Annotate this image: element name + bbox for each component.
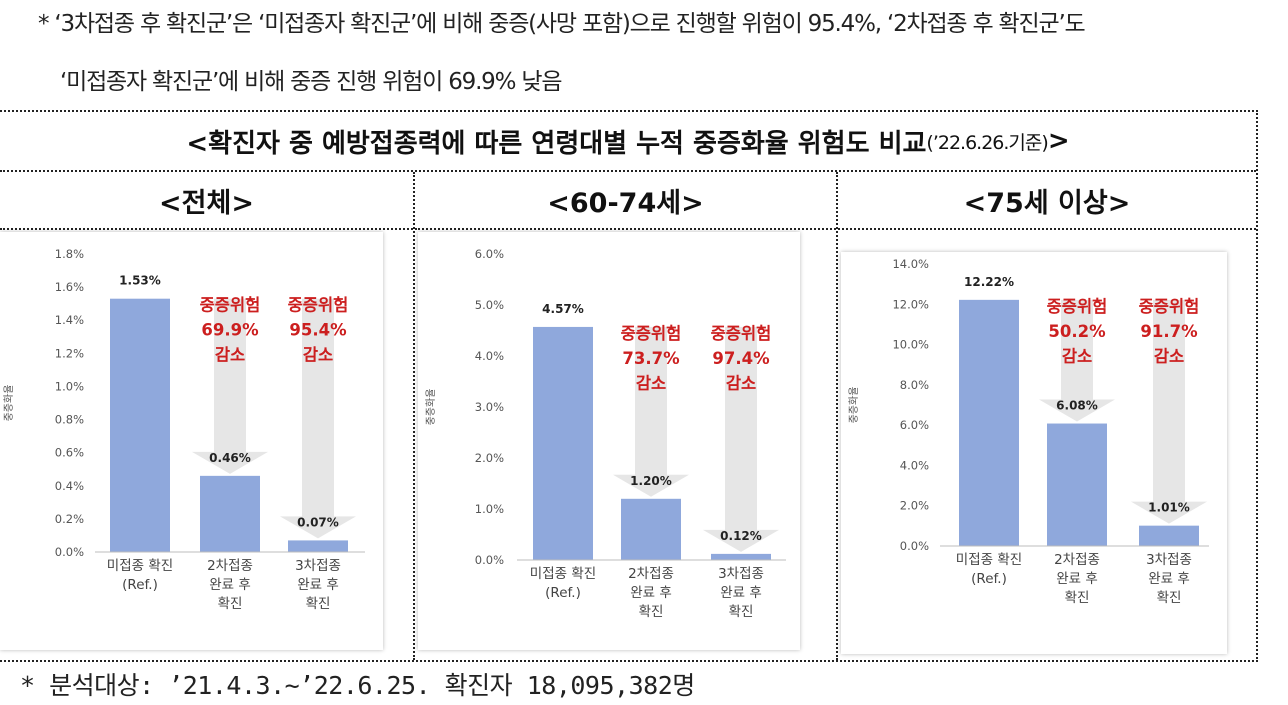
x-tick-label: 미접종 확진 (Ref.) <box>530 566 596 601</box>
y-tick-label: 2.0% <box>900 499 929 513</box>
y-tick-label: 6.0% <box>900 418 929 432</box>
chart-60-74: 0.0% 1.0% 2.0% 3.0% 4.0% 5.0% 6.0% 중증화율 4.57% 1.2… <box>418 232 800 650</box>
data-label: 0.12% <box>720 529 762 543</box>
y-tick-label: 1.0% <box>55 379 84 393</box>
figure-title-date: (’22.6.26.기준) <box>926 131 1048 154</box>
x-tick-label: 2차접종 완료 후 확진 <box>628 566 674 620</box>
y-tick-label: 2.0% <box>475 451 504 465</box>
y-tick-label: 1.8% <box>55 247 84 261</box>
y-axis-label: 중증화율 <box>425 389 437 426</box>
bar <box>110 298 170 552</box>
y-tick-label: 10.0% <box>892 338 929 352</box>
y-tick-label: 14.0% <box>892 257 929 271</box>
x-tick-label: 미접종 확진 (Ref.) <box>956 552 1022 587</box>
bar <box>1047 423 1107 546</box>
y-tick-label: 0.8% <box>55 413 84 427</box>
y-tick-label: 0.0% <box>55 545 84 559</box>
risk-annotation: 중증위험 69.9% 감소 <box>200 295 261 365</box>
y-axis-label: 중증화율 <box>3 385 15 422</box>
data-label: 1.20% <box>630 474 672 488</box>
risk-annotation: 중증위험 91.7% 감소 <box>1139 296 1200 366</box>
chart-75-plus: 0.0% 2.0% 4.0% 6.0% 8.0% 10.0% 12.0% 14.0% 중증화율 1… <box>841 252 1227 654</box>
x-tick-label: 미접종 확진 (Ref.) <box>107 558 173 593</box>
data-label: 6.08% <box>1056 399 1098 413</box>
x-tick-label: 2차접종 완료 후 확진 <box>207 558 253 612</box>
risk-annotation: 중증위험 73.7% 감소 <box>621 323 682 393</box>
risk-annotation: 중증위험 97.4% 감소 <box>711 323 772 393</box>
bar <box>533 326 593 560</box>
y-tick-label: 1.4% <box>55 313 84 327</box>
y-tick-label: 4.0% <box>900 458 929 472</box>
y-tick-label: 1.2% <box>55 346 84 360</box>
chart-total-svg: 0.0% 0.2% 0.4% 0.6% 0.8% 1.0% 1.2% 1.4% 1.6% 1.8%… <box>3 247 365 612</box>
note-line-2: ‘미접종자 확진군’에 비해 중증 진행 위험이 69.9% 낮음 <box>60 69 563 95</box>
bar <box>959 299 1019 546</box>
x-tick-label: 3차접종 완료 후 확진 <box>1146 552 1192 606</box>
x-tick-label: 3차접종 완료 후 확진 <box>295 558 341 612</box>
reduction-arrow <box>192 298 268 474</box>
y-tick-label: 6.0% <box>475 247 504 261</box>
panel-title-75-plus: <75세 이상> <box>838 172 1256 230</box>
figure-title: <확진자 중 예방접종력에 따른 연령대별 누적 중증화율 위험도 비교 (’22… <box>0 112 1256 172</box>
risk-annotation: 중증위험 50.2% 감소 <box>1047 296 1108 366</box>
risk-annotation: 중증위험 95.4% 감소 <box>288 295 349 365</box>
bar <box>200 475 260 552</box>
figure-title-main: <확진자 중 예방접종력에 따른 연령대별 누적 중증화율 위험도 비교 <box>186 128 927 159</box>
data-label: 12.22% <box>964 275 1014 289</box>
bar <box>288 540 348 552</box>
data-label: 0.07% <box>297 515 339 529</box>
y-tick-label: 5.0% <box>475 298 504 312</box>
data-label: 1.01% <box>1148 501 1190 515</box>
reduction-arrow <box>1131 299 1207 524</box>
reduction-arrow <box>613 326 689 497</box>
chart-total: 0.0% 0.2% 0.4% 0.6% 0.8% 1.0% 1.2% 1.4% 1.6% 1.8%… <box>0 232 383 650</box>
data-label: 4.57% <box>542 302 584 316</box>
chart-60-74-svg: 0.0% 1.0% 2.0% 3.0% 4.0% 5.0% 6.0% 중증화율 4.57% 1.2… <box>425 247 786 620</box>
panel-divider <box>413 172 415 660</box>
note-line-1: * ‘3차접종 후 확진군’은 ‘미접종자 확진군’에 비해 중증(사망 포함)… <box>38 11 1086 37</box>
reduction-arrow <box>703 326 779 552</box>
y-tick-label: 0.6% <box>55 446 84 460</box>
figure-title-close: > <box>1047 126 1070 156</box>
y-tick-label: 3.0% <box>475 400 504 414</box>
bar <box>1139 525 1199 546</box>
y-axis-label: 중증화율 <box>848 387 860 424</box>
panel-title-total: <전체> <box>0 172 413 230</box>
y-tick-label: 8.0% <box>900 378 929 392</box>
y-tick-label: 0.0% <box>475 553 504 567</box>
y-tick-label: 0.2% <box>55 512 84 526</box>
bar <box>711 553 771 560</box>
y-tick-label: 12.0% <box>892 297 929 311</box>
y-tick-label: 1.0% <box>475 502 504 516</box>
reduction-arrow <box>1039 299 1115 422</box>
footnote: * 분석대상: ’21.4.3.~’22.6.25. 확진자 18,095,38… <box>20 671 695 700</box>
y-tick-label: 4.0% <box>475 349 504 363</box>
panel-divider <box>836 172 838 660</box>
y-tick-label: 0.0% <box>900 539 929 553</box>
reduction-arrow <box>280 298 356 539</box>
y-tick-label: 1.6% <box>55 280 84 294</box>
chart-75-plus-svg: 0.0% 2.0% 4.0% 6.0% 8.0% 10.0% 12.0% 14.0% 중증화율 1… <box>848 257 1209 606</box>
x-tick-label: 3차접종 완료 후 확진 <box>718 566 764 620</box>
data-label: 0.46% <box>209 451 251 465</box>
y-tick-label: 0.4% <box>55 479 84 493</box>
data-label: 1.53% <box>119 274 161 288</box>
panel-title-60-74: <60-74세> <box>415 172 836 230</box>
x-tick-label: 2차접종 완료 후 확진 <box>1054 552 1100 606</box>
comparison-frame: <확진자 중 예방접종력에 따른 연령대별 누적 중증화율 위험도 비교 (’22… <box>0 110 1258 662</box>
bar <box>621 498 681 560</box>
